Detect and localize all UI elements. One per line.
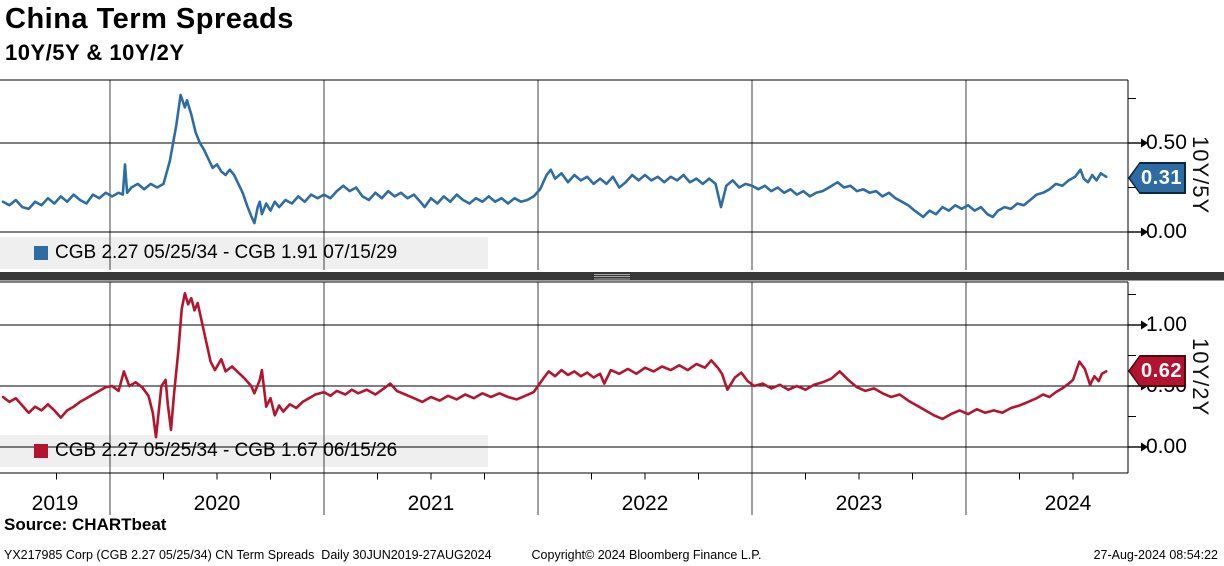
page-title: China Term Spreads [5, 3, 294, 35]
footer-ticker-info: YX217985 Corp (CGB 2.27 05/25/34) CN Ter… [4, 548, 492, 562]
value-tag-10y2y: 0.62 [1128, 355, 1186, 387]
axis-title-10y2y: 10Y/2Y [1188, 338, 1213, 417]
grip-icon[interactable] [594, 274, 630, 280]
page-subtitle: 10Y/5Y & 10Y/2Y [5, 40, 185, 65]
footer-copyright: Copyright© 2024 Bloomberg Finance L.P. [531, 548, 762, 562]
value-tag-10y5y: 0.31 [1128, 162, 1186, 194]
panel-divider[interactable] [0, 272, 1224, 281]
series-10y5y-line [1, 93, 1108, 225]
legend-top-bg [0, 237, 488, 269]
footer-timestamp: 27-Aug-2024 08:54:22 [1093, 548, 1218, 562]
legend-label-10y2y: CGB 2.27 05/25/34 - CGB 1.67 06/15/26 [55, 440, 398, 461]
ytick-top-0.50: 0.50 [1146, 131, 1187, 154]
axis-title-10y5y: 10Y/5Y [1188, 135, 1213, 215]
xtick-2019: 2019 [31, 492, 79, 515]
legend-10y5y: CGB 2.27 05/25/34 - CGB 1.91 07/15/29 [0, 237, 488, 269]
legend-swatch-red [34, 444, 48, 458]
minor-ticks [56, 98, 1136, 480]
legend-10y2y: CGB 2.27 05/25/34 - CGB 1.67 06/15/26 [0, 435, 488, 467]
ytick-bottom-1.00: 1.00 [1146, 313, 1187, 336]
source-line: Source: CHARTbeat [4, 515, 167, 534]
xtick-2020: 2020 [193, 492, 241, 515]
xtick-2022: 2022 [621, 492, 669, 515]
legend-label-10y5y: CGB 2.27 05/25/34 - CGB 1.91 07/15/29 [55, 242, 398, 263]
legend-swatch-blue [34, 246, 48, 260]
xtick-2023: 2023 [835, 492, 883, 515]
xtick-2021: 2021 [407, 492, 455, 515]
value-gridlines [0, 142, 1128, 448]
ytick-bottom-0.00: 0.00 [1146, 435, 1187, 458]
panel-borders [0, 79, 1129, 474]
legend-bottom-bg [0, 435, 488, 467]
ytick-top-0.00: 0.00 [1146, 220, 1187, 243]
xtick-2024: 2024 [1044, 492, 1092, 515]
year-gridlines [109, 80, 967, 515]
series-10y2y-line [1, 291, 1108, 439]
